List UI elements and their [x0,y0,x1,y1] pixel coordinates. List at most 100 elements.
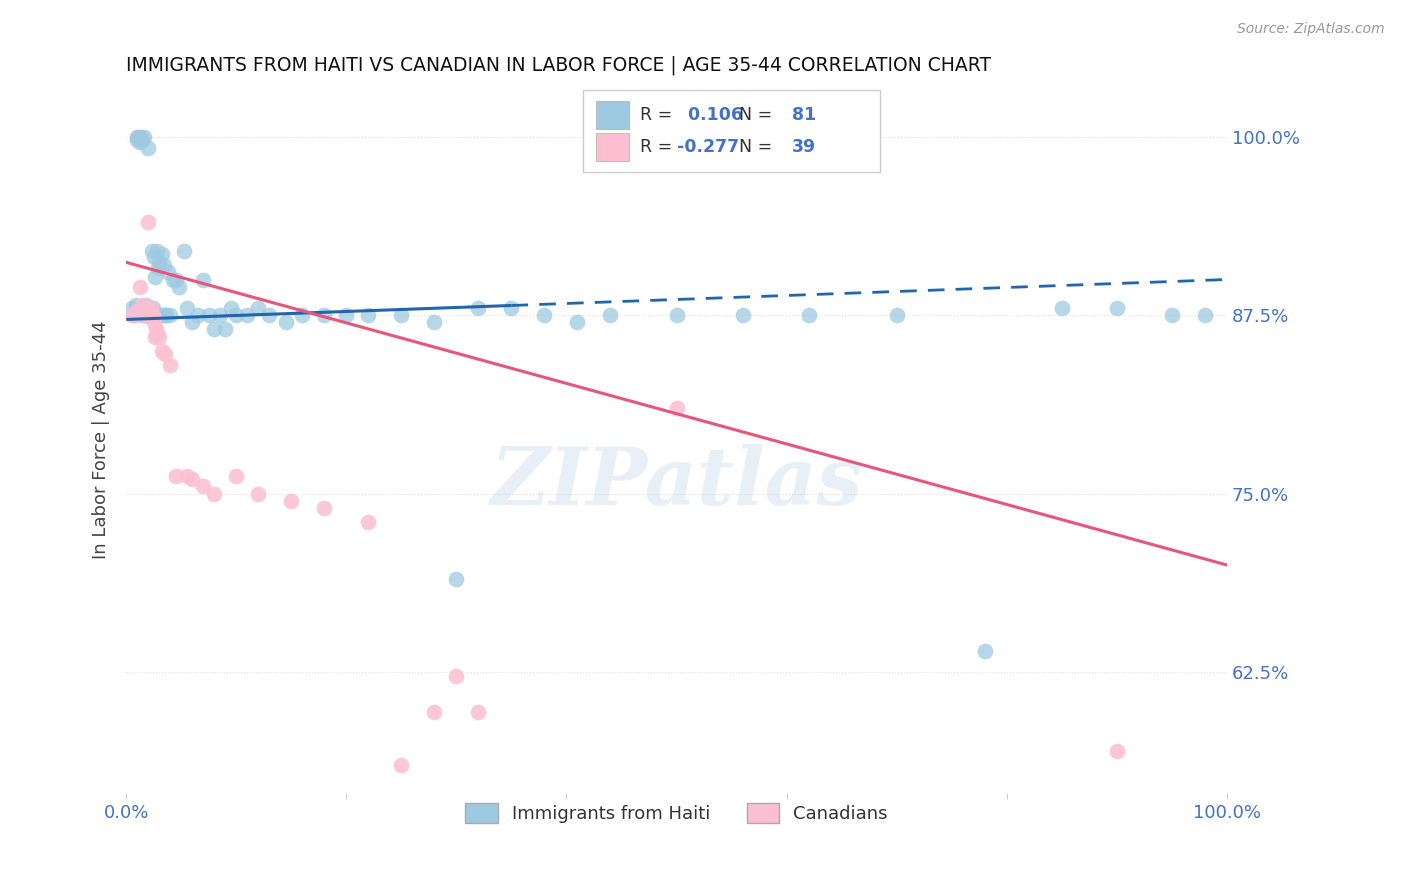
Point [314,308,336,322]
Text: N =: N = [740,106,778,124]
Text: Source: ZipAtlas.com: Source: ZipAtlas.com [1237,22,1385,37]
Point [128,279,150,293]
FancyBboxPatch shape [596,101,630,129]
Point [155,308,177,322]
Point [446,669,468,683]
Point [259,308,281,322]
Point [127,304,149,318]
Point [141,308,163,322]
Text: R =: R = [640,138,678,156]
Text: 39: 39 [792,138,817,156]
Point [148,329,170,343]
Point [391,757,413,772]
Point [138,304,160,318]
Point [162,272,184,286]
Point [193,272,215,286]
Point [135,308,157,322]
Point [148,261,170,276]
Point [165,272,187,286]
Point [423,315,446,329]
Point [274,315,297,329]
Text: N =: N = [740,138,778,156]
FancyBboxPatch shape [596,133,630,161]
Point [135,301,157,315]
Point [1160,308,1182,322]
Point [132,301,155,315]
Point [141,304,163,318]
Point [153,347,176,361]
Point [139,301,162,315]
Point [127,129,149,144]
Point [142,315,165,329]
Text: -0.277: -0.277 [676,138,738,156]
Point [665,401,688,415]
Point [202,486,225,500]
Point [142,308,165,322]
Legend: Immigrants from Haiti, Canadians: Immigrants from Haiti, Canadians [454,792,898,834]
Point [149,308,172,322]
Point [1194,308,1216,322]
Point [208,308,231,322]
Point [136,304,159,318]
Point [219,301,242,315]
Point [145,322,167,336]
Point [467,301,489,315]
Point [125,298,148,312]
Point [314,500,336,515]
Point [152,308,174,322]
Point [127,133,149,147]
Point [159,308,181,322]
Point [124,308,146,322]
Point [280,493,302,508]
Text: IMMIGRANTS FROM HAITI VS CANADIAN IN LABOR FORCE | AGE 35-44 CORRELATION CHART: IMMIGRANTS FROM HAITI VS CANADIAN IN LAB… [127,55,991,75]
Point [138,308,160,322]
Point [131,298,153,312]
Point [132,129,155,144]
Point [973,643,995,657]
Point [128,136,150,150]
Point [142,308,165,322]
Point [165,469,187,483]
Point [501,301,523,315]
Point [152,258,174,272]
Point [202,322,225,336]
Point [122,308,145,322]
Y-axis label: In Labor Force | Age 35-44: In Labor Force | Age 35-44 [93,321,110,559]
Point [176,469,198,483]
Point [148,255,170,269]
Point [446,572,468,586]
Point [132,304,155,318]
Point [247,301,270,315]
Point [132,308,155,322]
Point [198,308,221,322]
Point [129,129,152,144]
Point [797,308,820,322]
Text: ZIPatlas: ZIPatlas [491,443,863,521]
Point [225,308,247,322]
Point [132,308,155,322]
Point [357,515,380,529]
Point [148,308,170,322]
Point [187,308,209,322]
Point [143,329,166,343]
Point [214,322,236,336]
Point [121,308,143,322]
Point [567,315,589,329]
Point [173,244,195,258]
Point [533,308,555,322]
Point [236,308,259,322]
Point [127,129,149,144]
Point [139,304,162,318]
Point [335,308,357,322]
Point [1105,743,1128,757]
Point [136,308,159,322]
Point [146,326,169,341]
Point [146,244,169,258]
Point [157,265,180,279]
Point [150,247,173,261]
Point [181,472,204,486]
Point [291,308,314,322]
Point [731,308,754,322]
Point [136,141,159,155]
Point [135,298,157,312]
